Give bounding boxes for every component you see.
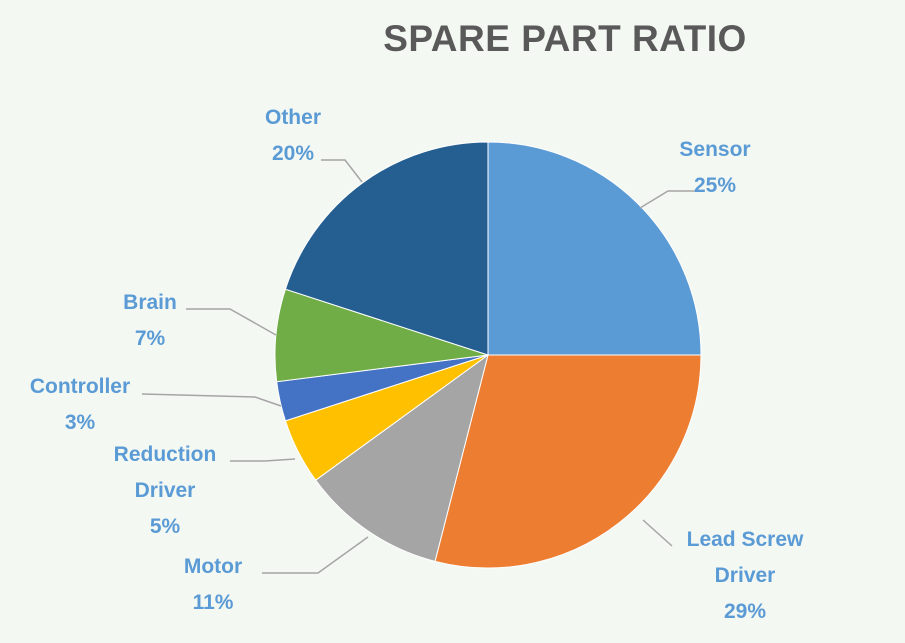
leader-line-motor: [262, 536, 369, 574]
data-label-percent-reduction-driver: 5%: [150, 515, 181, 538]
data-label-percent-brain: 7%: [135, 327, 166, 350]
data-label-percent-sensor: 25%: [694, 174, 736, 197]
data-label-reduction-driver: Driver: [135, 479, 196, 502]
pie-slice-other: [284, 141, 489, 356]
data-label-percent-lead-screw-driver: 29%: [724, 600, 766, 623]
chart-title: SPARE PART RATIO: [383, 18, 747, 59]
data-label-reduction-driver: Reduction: [114, 443, 217, 466]
pie-slice-lead-screw-driver: [434, 354, 702, 569]
leader-line-sensor: [639, 190, 695, 209]
data-label-lead-screw-driver: Lead Screw: [687, 528, 804, 551]
data-label-motor: Motor: [184, 555, 242, 578]
pie-slice-motor: [314, 353, 489, 562]
leader-line-reduction-driver: [230, 458, 296, 462]
data-label-other: Other: [265, 106, 321, 129]
pie-slice-sensor: [487, 141, 702, 356]
leader-line-brain: [186, 308, 277, 336]
leader-line-lead-screw-driver: [642, 519, 673, 547]
leader-line-controller: [141, 393, 282, 407]
data-label-lead-screw-driver: Driver: [715, 564, 776, 587]
leader-line-other: [321, 159, 363, 183]
data-label-percent-other: 20%: [272, 142, 314, 165]
data-label-controller: Controller: [30, 375, 130, 398]
data-label-percent-motor: 11%: [193, 591, 234, 614]
data-label-brain: Brain: [123, 291, 177, 314]
data-label-sensor: Sensor: [679, 138, 750, 161]
data-label-percent-controller: 3%: [65, 411, 96, 434]
